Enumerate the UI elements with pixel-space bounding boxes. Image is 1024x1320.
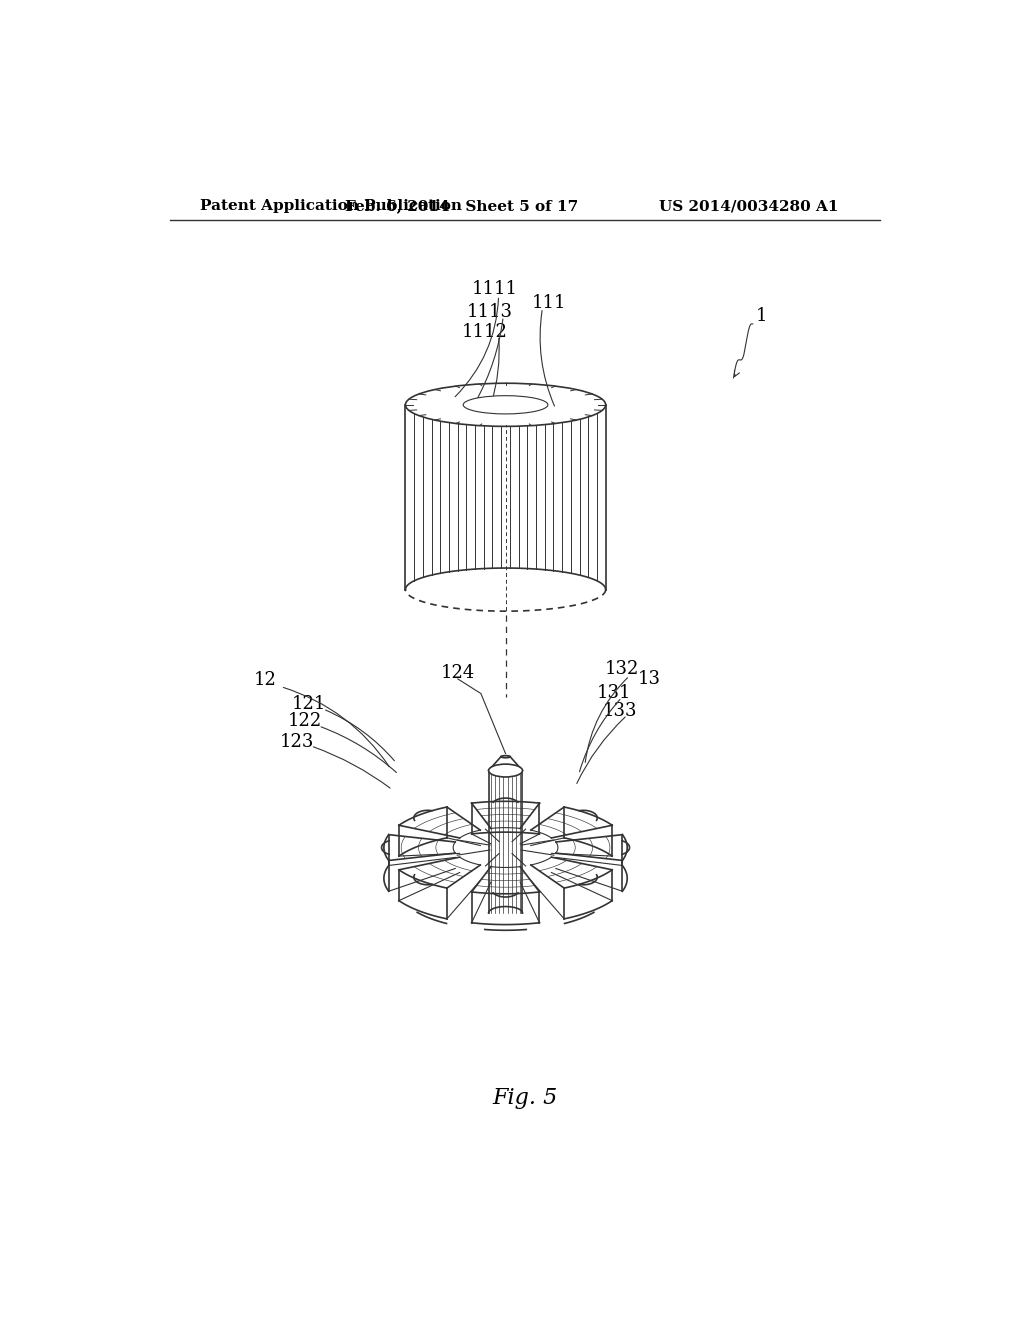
Text: 123: 123: [280, 733, 314, 751]
Text: 122: 122: [288, 711, 322, 730]
Ellipse shape: [501, 755, 510, 758]
Text: 1113: 1113: [466, 304, 512, 321]
Text: 12: 12: [254, 672, 276, 689]
Text: US 2014/0034280 A1: US 2014/0034280 A1: [659, 199, 839, 213]
Text: Fig. 5: Fig. 5: [493, 1086, 557, 1109]
Ellipse shape: [488, 764, 522, 777]
Text: 1112: 1112: [462, 322, 508, 341]
Text: 131: 131: [597, 684, 632, 702]
Ellipse shape: [463, 396, 548, 414]
Text: Feb. 6, 2014   Sheet 5 of 17: Feb. 6, 2014 Sheet 5 of 17: [345, 199, 579, 213]
Text: 1111: 1111: [472, 280, 518, 298]
Text: 133: 133: [603, 702, 638, 721]
Text: 124: 124: [440, 664, 475, 681]
Text: Patent Application Publication: Patent Application Publication: [200, 199, 462, 213]
Text: 1: 1: [756, 308, 768, 325]
Text: 121: 121: [292, 694, 327, 713]
Text: 13: 13: [638, 671, 662, 688]
Text: 111: 111: [531, 294, 566, 312]
Text: 132: 132: [604, 660, 639, 678]
Ellipse shape: [406, 383, 605, 426]
